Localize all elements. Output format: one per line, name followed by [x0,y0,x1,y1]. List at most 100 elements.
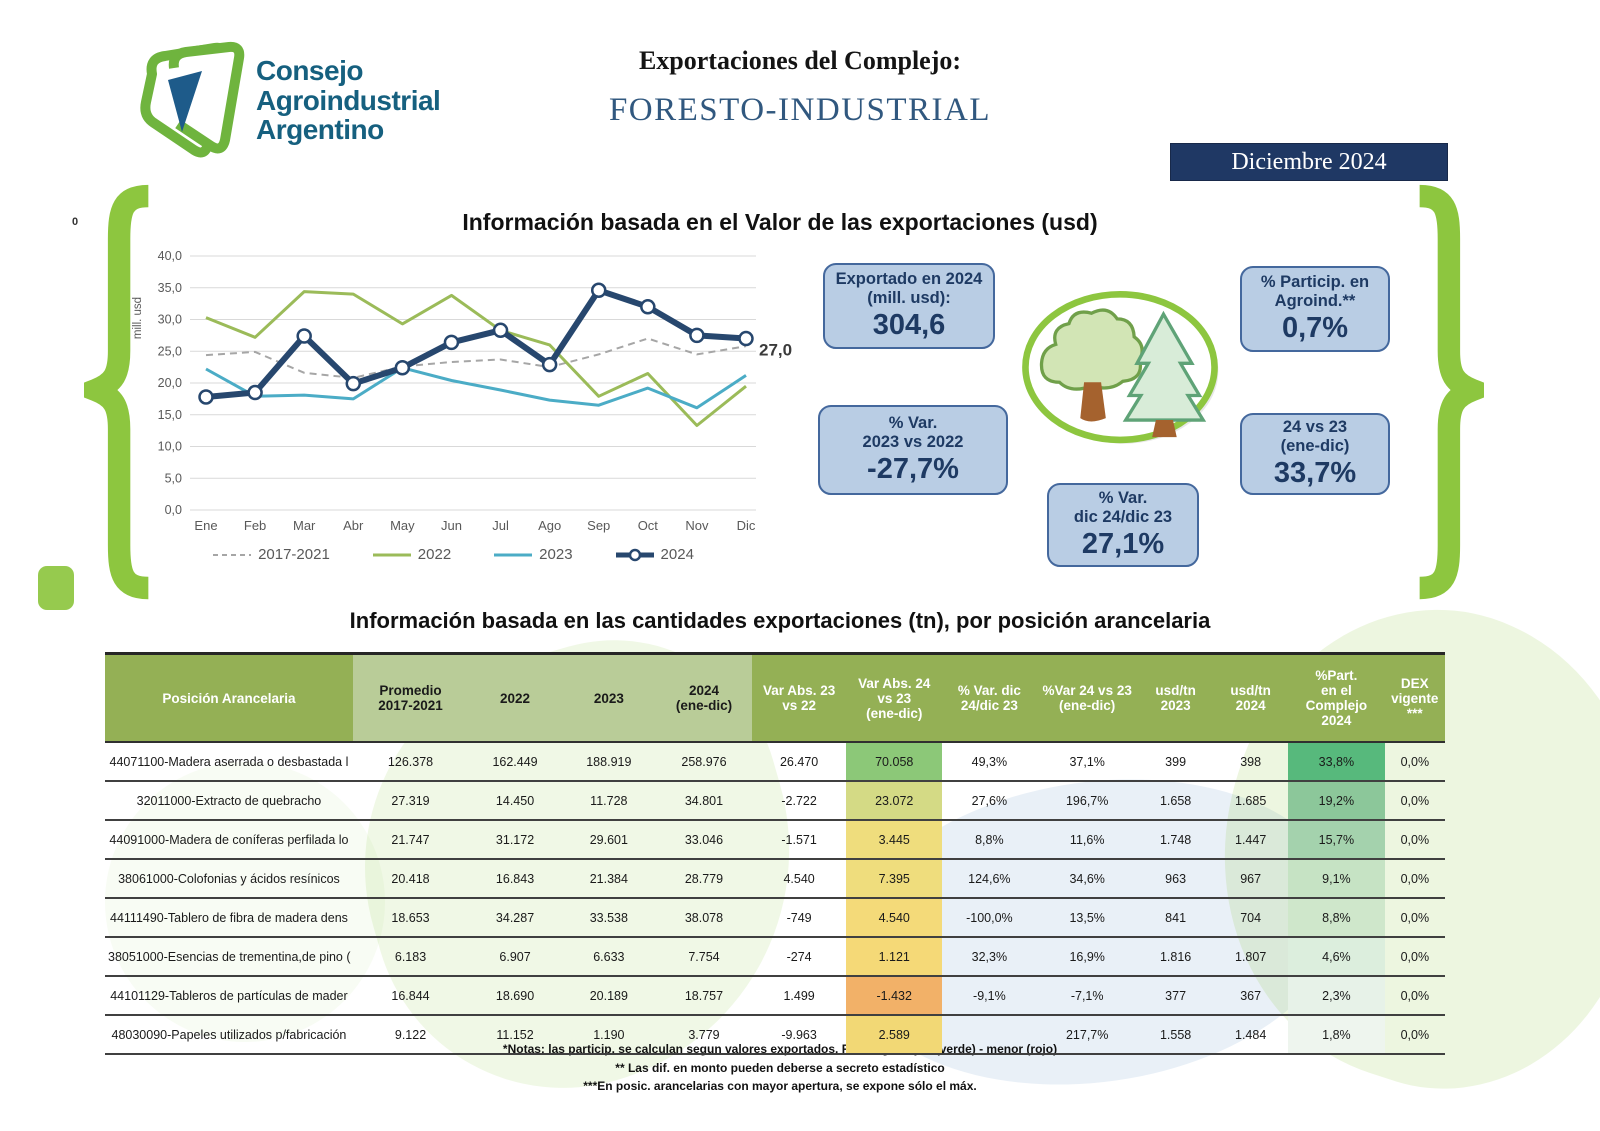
table-cell: -100,0% [942,898,1037,938]
footnote: ** Las dif. en monto pueden deberse a se… [615,1060,945,1075]
series-line-2022 [205,290,747,427]
y-axis-label: mill. usd [132,297,144,339]
table-cell: 32,3% [942,937,1037,977]
period-badge: Diciembre 2024 [1170,143,1448,181]
legend-sample [615,548,654,561]
data-point-2024 [492,322,509,339]
column-header: Var Abs. 23 vs 22 [752,652,846,743]
y-tick-label: 20,0 [158,376,182,390]
column-header: 2022 [468,652,562,743]
table-cell: 7.395 [846,859,943,899]
table-cell: 1.190 [561,1015,656,1055]
table-cell: 1.807 [1213,937,1289,977]
table-cell: 8,8% [1288,898,1385,938]
report-title-complex: FORESTO-INDUSTRIAL [608,92,992,128]
table-cell: 6.183 [352,937,469,977]
table-cell: 29.601 [561,820,656,860]
table-cell: 0,0% [1384,1015,1445,1055]
table-row: 32011000-Extracto de quebracho 27.319 14.4… [105,781,1445,821]
table-cell: 196,7% [1036,781,1139,821]
legend-item-2024: 2024 [615,546,694,563]
table-cell: 4.540 [752,859,846,899]
table-cell: 27,6% [942,781,1037,821]
chart-canvas: 0,0 5,0 10,0 15,0 20,0 25,0 30,0 35,0 40,0 mill. … [132,249,792,533]
stat-exported-2024: Exportado en 2024 (mill. usd): 304,6 [823,263,995,349]
table-cell: 34.287 [468,898,562,938]
table-cell: 1.558 [1138,1015,1214,1055]
x-tick-label: Ene [194,518,217,533]
table-cell: 0,0% [1384,898,1445,938]
table-cell: 20.418 [352,859,469,899]
table-cell: 1.484 [1213,1015,1289,1055]
table-cell: 33.046 [655,820,753,860]
table-cell: 8,8% [942,820,1037,860]
cell-posicion-arancelaria: 48030090-Papeles utilizados p/fabricació… [105,1015,353,1055]
table-cell: 0,0% [1384,976,1445,1016]
table-cell: 1.816 [1138,937,1214,977]
chart-title: Información basada en el Valor de las ex… [462,209,1098,235]
data-point-2024 [394,360,411,376]
table-cell: 21.384 [561,859,656,899]
table-row: 44091000-Madera de coníferas perfilada l… [105,820,1445,860]
series-line-2023 [205,366,747,410]
table-cell: 33.538 [561,898,656,938]
cell-posicion-arancelaria: 44091000-Madera de coníferas perfilada l… [105,820,353,860]
table-cell: -1.571 [752,820,846,860]
table-cell: 126.378 [352,742,469,782]
table-cell: 0,0% [1384,937,1445,977]
table-cell: 1.447 [1213,820,1289,860]
table-row: 44101129-Tableros de partículas de mader… [105,976,1445,1016]
table-cell: 1.748 [1138,820,1214,860]
cell-posicion-arancelaria: 32011000-Extracto de quebracho [105,781,353,821]
data-point-2024 [689,327,705,344]
table-cell: -1.432 [846,976,943,1016]
stat-value: 304,6 [872,309,946,342]
y-tick-label: 5,0 [165,471,182,485]
table-cell: 26.470 [752,742,846,782]
stat-label: % Var. dic 24/dic 23 [1073,488,1173,527]
table-cell: 377 [1138,976,1214,1016]
table-cell: 11.152 [468,1015,562,1055]
x-tick-label: May [390,518,415,533]
table-cell: 1.658 [1138,781,1214,821]
stat-value: -27,7% [867,453,959,486]
column-header: usd/tn 2023 [1138,652,1214,743]
stat-value: 27,1% [1081,528,1165,561]
table-cell: 124,6% [942,859,1037,899]
stat-label: % Particip. en Agroind.** [1260,272,1370,311]
column-header: % Var. dic 24/dic 23 [942,652,1037,743]
table-cell: 11,6% [1036,820,1139,860]
table-header-row: Posición Arancelaria Promedio 2017-2021 20… [105,652,1445,743]
y-tick-label: 35,0 [158,281,182,295]
logo-triangle [168,71,202,132]
table-cell: 13,5% [1036,898,1139,938]
table-cell: 1.499 [752,976,846,1016]
table-cell: 367 [1213,976,1289,1016]
table-cell: 27.319 [352,781,469,821]
table-cell: 399 [1138,742,1214,782]
stat-value: 0,7% [1281,312,1349,345]
end-value-label: 27,0 [759,341,792,360]
x-tick-label: Jun [441,518,462,533]
table-cell: 963 [1138,859,1214,899]
table-cell: 31.172 [468,820,562,860]
stat-label: 24 vs 23 (ene-dic) [1280,417,1350,456]
column-header: 2023 [561,652,656,743]
data-point-2024 [443,334,460,351]
table-cell: -7,1% [1036,976,1139,1016]
green-leaf-decoration [38,566,74,610]
y-tick-label: 40,0 [158,249,182,263]
legend-item-2022: 2022 [372,546,451,563]
legend-label: 2022 [417,546,452,563]
table-cell: 2.589 [846,1015,943,1055]
legend-label: 2023 [539,546,573,563]
legend-item-2017-2021: 2017-2021 [212,546,330,563]
table-title: Información basada en las cantidades exp… [349,608,1211,633]
table-cell: 37,1% [1036,742,1139,782]
table-cell: 11.728 [561,781,656,821]
footnote: ***En posic. arancelarias con mayor aper… [583,1079,977,1094]
table-cell: 188.919 [561,742,656,782]
right-brace-decoration [1418,184,1484,600]
